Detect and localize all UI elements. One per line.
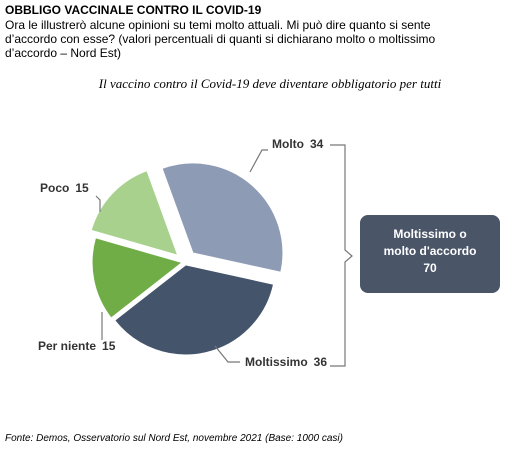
pie-slice [90,169,179,256]
slice-category: Molto [272,137,304,151]
summary-label: molto d'accordo [384,244,477,258]
bracket [330,144,353,367]
slice-label: Moltissimo 36 [245,355,327,369]
leader-line [249,149,268,173]
summary-value: 70 [423,261,437,275]
slice-category: Per niente [38,339,96,353]
leader-line [95,195,101,212]
source: Fonte: Demos, Osservatorio sul Nord Est,… [5,433,343,444]
slice-label: Poco 15 [40,181,89,195]
chart: Il vaccino contro il Covid-19 deve diven… [38,76,500,369]
pie-slice [161,162,284,273]
slice-value: 15 [102,339,116,353]
slice-category: Moltissimo [245,355,308,369]
leader-line [214,345,240,363]
slice-category: Poco [40,181,69,195]
pie-slice [114,264,275,356]
pie-slice [91,237,184,319]
slice-value: 36 [314,355,328,369]
summary-label: Moltissimo o [393,227,466,241]
header-subtitle: Ora le illustrerò alcune opinioni su tem… [5,18,436,60]
slice-label: Per niente 15 [38,339,116,353]
header-title: OBBLIGO VACCINALE CONTRO IL COVID-19 [5,3,262,17]
chart-title: Il vaccino contro il Covid-19 deve diven… [98,76,442,91]
summary-box [360,215,500,293]
slice-label: Molto 34 [272,137,324,151]
slice-value: 15 [75,181,89,195]
slice-value: 34 [310,137,324,151]
